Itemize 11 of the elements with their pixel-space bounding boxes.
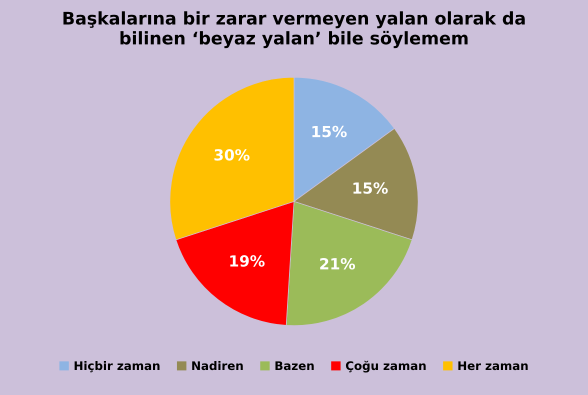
legend-label: Her zaman xyxy=(458,361,528,370)
data-label: 30% xyxy=(214,149,250,161)
chart-title: Başkalarına bir zarar vermeyen yalan olarak da bilinen ‘beyaz yalan’ bile söylemem xyxy=(63,11,525,48)
data-label: 19% xyxy=(230,255,265,267)
data-label: 15% xyxy=(353,182,388,194)
legend-label: Bazen xyxy=(275,361,314,370)
legend-label: Nadiren xyxy=(192,361,243,370)
legend-label: Hiçbir zaman xyxy=(74,361,160,372)
data-label: 21% xyxy=(320,258,356,270)
legend-label: Çoğu zaman xyxy=(346,360,426,373)
data-label: 15% xyxy=(312,126,347,138)
